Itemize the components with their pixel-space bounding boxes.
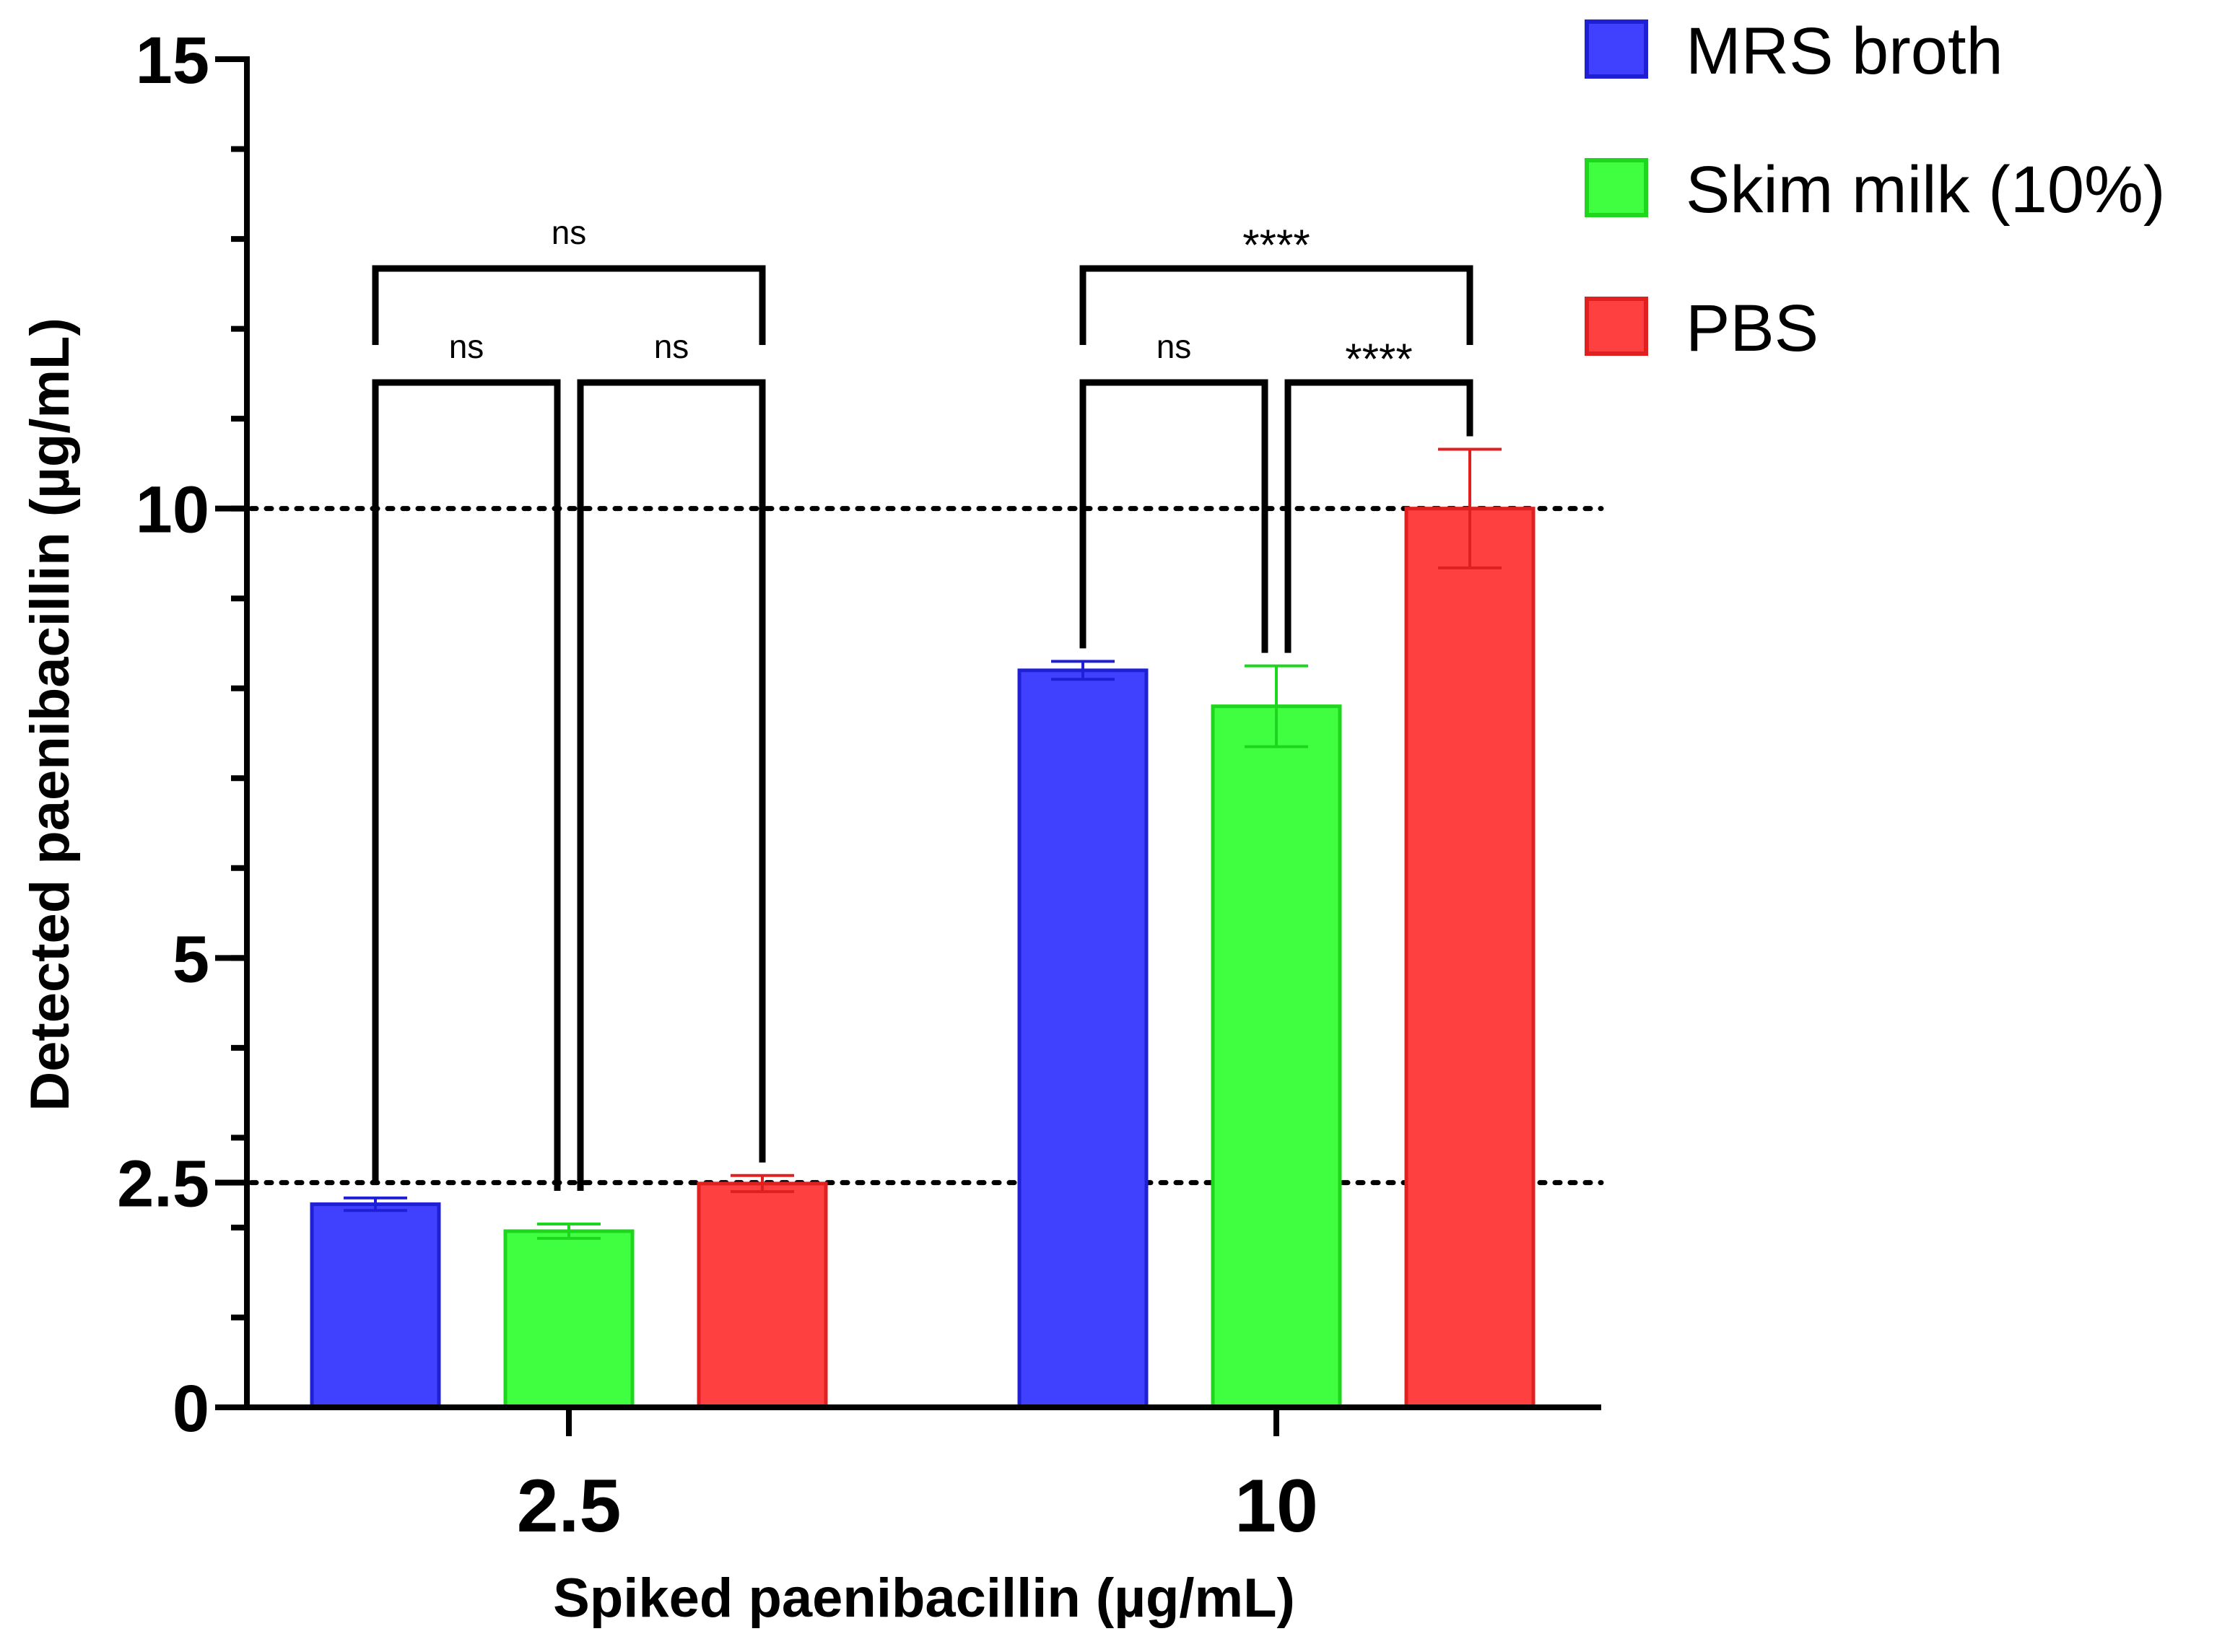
legend-swatch — [1585, 297, 1648, 356]
bar — [1404, 507, 1536, 1410]
legend-swatch — [1585, 158, 1648, 217]
significance-bracket — [577, 379, 766, 1191]
significance-label: **** — [1345, 335, 1412, 383]
bar — [1017, 668, 1149, 1410]
significance-bracket — [1079, 379, 1268, 653]
legend-label: PBS — [1686, 292, 1819, 365]
significance-label: **** — [1242, 221, 1310, 269]
significance-bracket — [372, 379, 561, 1191]
y-tick-label: 5 — [173, 922, 209, 996]
legend-label: MRS broth — [1686, 14, 2003, 88]
legend: MRS broth Skim milk (10%) PBS — [1585, 14, 2165, 365]
x-tick-label: 10 — [1234, 1464, 1318, 1548]
x-tick-label: 2.5 — [517, 1464, 622, 1548]
significance-brackets: ns ns ns ns **** **** — [372, 214, 1473, 1191]
legend-label: Skim milk (10%) — [1686, 153, 2165, 227]
significance-label: ns — [1157, 328, 1192, 365]
bar — [697, 1181, 828, 1410]
significance-label: ns — [449, 328, 484, 365]
bar — [1211, 704, 1342, 1410]
significance-bracket — [372, 265, 766, 345]
x-axis-title: Spiked paenibacillin (µg/mL) — [553, 1568, 1295, 1629]
y-tick-label: 10 — [136, 473, 209, 547]
bar — [310, 1202, 441, 1410]
bars — [310, 507, 1536, 1410]
y-tick-label: 2.5 — [117, 1148, 209, 1221]
reference-lines — [248, 506, 1604, 1186]
significance-bracket — [1284, 379, 1473, 653]
axes: 0 2.5 5 10 15 2.5 10 — [117, 24, 1601, 1548]
y-tick-label: 15 — [136, 24, 209, 97]
significance-label: ns — [552, 214, 587, 251]
significance-bracket — [1079, 265, 1473, 345]
bar — [503, 1229, 635, 1410]
significance-label: ns — [654, 328, 689, 365]
y-axis-title: Detected paenibacillin (µg/mL) — [19, 318, 81, 1111]
legend-swatch — [1585, 19, 1648, 79]
error-bars — [344, 447, 1502, 1240]
y-tick-label: 0 — [173, 1372, 209, 1446]
